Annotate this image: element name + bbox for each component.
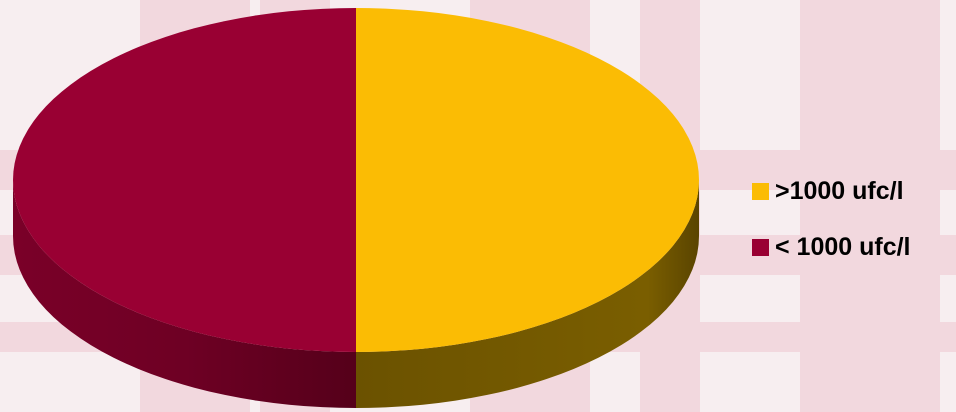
pie-slice-over-1000-side xyxy=(356,180,699,408)
legend-item-over-1000: >1000 ufc/l xyxy=(752,176,952,206)
pie-slice-under-1000 xyxy=(13,8,356,352)
legend-label-under-1000: < 1000 ufc/l xyxy=(775,232,911,261)
pie-tops xyxy=(13,8,699,352)
pie-sides xyxy=(13,180,699,408)
legend-label-over-1000: >1000 ufc/l xyxy=(775,176,904,205)
chart-legend: >1000 ufc/l < 1000 ufc/l xyxy=(752,176,952,262)
legend-swatch-over-1000 xyxy=(752,182,769,200)
legend-swatch-under-1000 xyxy=(752,238,769,256)
pie-slice-over-1000 xyxy=(356,8,699,352)
bg-stripe xyxy=(800,0,940,412)
pie-slice-under-1000-side xyxy=(13,180,356,408)
legend-item-under-1000: < 1000 ufc/l xyxy=(752,232,952,262)
